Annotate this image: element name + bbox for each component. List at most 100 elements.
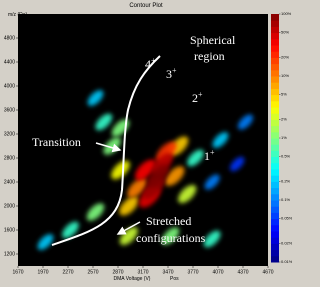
colorbar-tick-label: 20%	[281, 54, 289, 59]
colorbar-cell	[271, 32, 279, 40]
contour-blob	[237, 114, 254, 130]
annotation: configurations	[136, 231, 206, 245]
x-tick-label: 3470	[162, 269, 173, 275]
contour-blob	[111, 119, 130, 137]
x-axis-label-suffix: Pos	[170, 276, 179, 282]
y-tick-label: 2400	[4, 179, 15, 185]
colorbar-cell	[271, 119, 279, 127]
colorbar-cell	[271, 131, 279, 139]
contour-blob	[204, 174, 220, 190]
x-tick-label: 1670	[12, 269, 23, 275]
chart-title: Contour Plot	[129, 3, 163, 9]
colorbar-tick-label: 100%	[281, 11, 292, 16]
colorbar-cell	[271, 57, 279, 65]
contour-blob	[187, 149, 204, 167]
contour-blob	[161, 227, 180, 245]
colorbar-cell	[271, 69, 279, 77]
colorbar-tick-label: 0.05%	[281, 216, 292, 221]
y-tick-label: 4800	[4, 35, 15, 41]
x-axis-label: DMA Voltage (V)	[114, 276, 151, 282]
charge-label: 1+	[204, 148, 215, 163]
colorbar-cell	[271, 26, 279, 34]
colorbar-tick-label: 50%	[281, 30, 289, 35]
colorbar-cell	[271, 218, 279, 226]
y-tick-label: 4400	[4, 59, 15, 65]
annotation: Stretched	[146, 214, 191, 228]
charge: 4	[145, 57, 151, 71]
annotation: Transition	[32, 135, 81, 149]
colorbar-cell	[271, 181, 279, 189]
colorbar-cell	[271, 144, 279, 151]
contour-blob	[230, 156, 245, 172]
x-tick-label: 2570	[87, 269, 98, 275]
colorbar-cell	[271, 175, 279, 182]
colorbar-cell	[271, 193, 279, 201]
y-tick-label: 1600	[4, 227, 15, 233]
colorbar-cell	[271, 231, 279, 238]
x-tick-label: 2270	[62, 269, 73, 275]
colorbar-tick-label: 5%	[281, 92, 287, 97]
colorbar-cell	[271, 113, 279, 120]
y-tick-label: 4000	[4, 83, 15, 89]
colorbar-cell	[271, 162, 279, 170]
contour-blob	[119, 196, 139, 216]
contour-blob	[87, 90, 104, 106]
contour-blob	[119, 226, 138, 246]
contour-blob	[164, 166, 185, 186]
contour-blob	[135, 159, 156, 181]
colorbar-cell	[271, 14, 279, 21]
charge-sup: +	[198, 90, 203, 99]
x-tick-label: 4370	[237, 269, 248, 275]
colorbar-cell	[271, 51, 279, 58]
charge-sup: +	[210, 148, 215, 157]
colorbar-cell	[271, 76, 279, 83]
colorbar-cell	[271, 94, 279, 102]
annotation: Spherical	[190, 33, 236, 47]
colorbar-cell	[271, 200, 279, 207]
x-tick-label: 1970	[37, 269, 48, 275]
colorbar-cell	[271, 150, 279, 158]
colorbar-cell	[271, 20, 279, 27]
colorbar-tick-label: 2%	[281, 116, 287, 121]
contour-blob	[127, 178, 148, 198]
contour-blob	[62, 221, 79, 239]
colorbar-tick-label: 0.5%	[281, 154, 291, 159]
charge-label: 2+	[192, 90, 203, 105]
y-tick-label: 3200	[4, 131, 15, 137]
colorbar-tick-label: 0.1%	[281, 197, 291, 202]
contour-blob	[95, 113, 113, 131]
colorbar-cell	[271, 45, 279, 52]
arrow	[95, 142, 122, 153]
colorbar-cell	[271, 249, 279, 257]
colorbar-cell	[271, 125, 279, 133]
colorbar-cell	[271, 243, 279, 251]
colorbar-tick-label: 0.2%	[281, 178, 291, 183]
contour-blob	[212, 132, 229, 148]
annotation: region	[194, 49, 225, 63]
charge-sup: +	[172, 66, 177, 75]
y-tick-label: 3600	[4, 107, 15, 113]
contour-blob	[146, 164, 170, 188]
contour-blob	[178, 184, 197, 204]
colorbar-cell	[271, 63, 279, 71]
colorbar-cell	[271, 88, 279, 96]
contour-blob	[111, 160, 130, 180]
colorbar-cell	[271, 255, 279, 263]
colorbar-tick-label: 0.02%	[281, 240, 292, 245]
x-tick-label: 3770	[187, 269, 198, 275]
colorbar-cell	[271, 187, 279, 195]
chart: Contour Plot Spherical region 4 + 3+ 2+ 1…	[4, 3, 292, 282]
charge-label: 3+	[166, 66, 177, 81]
y-tick-label: 2000	[4, 203, 15, 209]
colorbar-cell	[271, 156, 279, 164]
colorbar-cell	[271, 38, 279, 46]
arrow	[116, 221, 141, 235]
x-tick-label: 3170	[137, 269, 148, 275]
y-tick-label: 1200	[4, 251, 15, 257]
colorbar-tick-label: 0.01%	[281, 259, 292, 264]
colorbar-cell	[271, 169, 279, 176]
colorbar-cell	[271, 224, 279, 232]
y-axis-label: m/z (Da)	[8, 12, 28, 18]
colorbar-tick-label: 1%	[281, 135, 287, 140]
x-tick-label: 4670	[262, 269, 273, 275]
